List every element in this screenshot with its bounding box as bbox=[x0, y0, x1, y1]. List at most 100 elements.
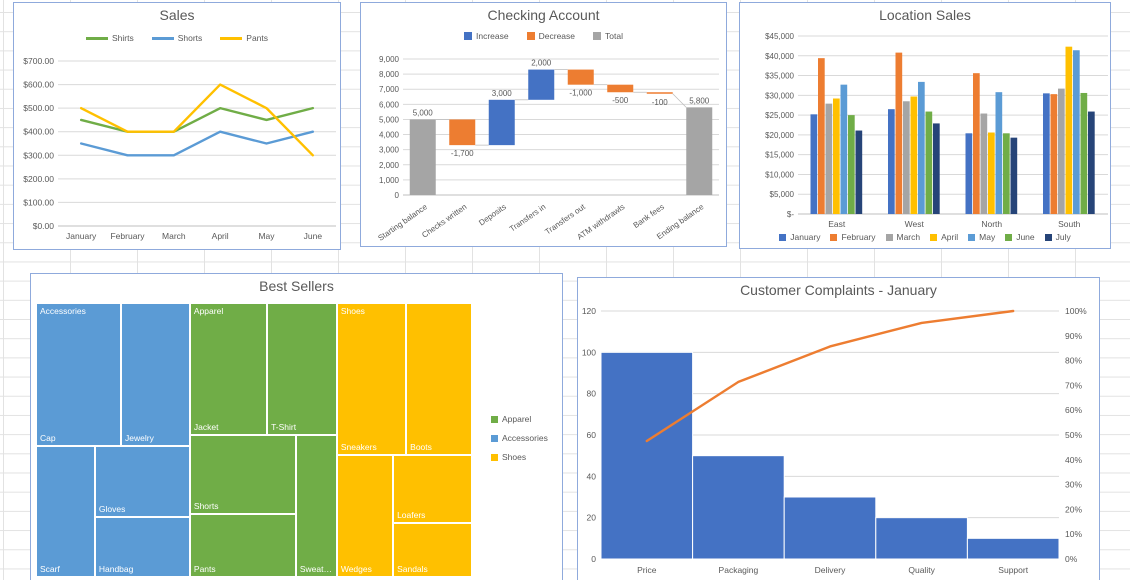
sales-chart[interactable]: Sales Shirts Shorts Pants $700.00 $600.00 $5… bbox=[13, 2, 341, 250]
svg-text:5,800: 5,800 bbox=[689, 96, 710, 105]
cumulative-line bbox=[645, 309, 1015, 443]
svg-text:$20,000: $20,000 bbox=[765, 131, 794, 140]
bar-quality bbox=[875, 517, 968, 560]
checking-account-chart[interactable]: Checking Account Increase Decrease Total 9… bbox=[360, 2, 727, 247]
svg-text:8,000: 8,000 bbox=[379, 70, 400, 79]
svg-text:Starting balance: Starting balance bbox=[376, 202, 429, 243]
bar-west-july bbox=[933, 123, 940, 214]
treemap-item-label: Sandals bbox=[397, 563, 428, 574]
treemap-item-label: Sneakers bbox=[340, 442, 377, 453]
bar-west-may bbox=[918, 81, 925, 214]
bar-east-may bbox=[840, 84, 848, 214]
svg-text:January: January bbox=[66, 231, 97, 241]
treemap-tile-sneakers[interactable]: Shoes Sneakers bbox=[336, 303, 407, 456]
bar-south-march bbox=[1058, 88, 1065, 214]
treemap-tile-handbag[interactable]: Handbag bbox=[94, 516, 190, 577]
svg-text:120: 120 bbox=[582, 306, 596, 316]
svg-text:March: March bbox=[162, 231, 186, 241]
bar-packaging bbox=[692, 455, 785, 560]
svg-text:80%: 80% bbox=[1065, 356, 1082, 366]
bar-north-april bbox=[988, 132, 995, 214]
legend-swatch bbox=[491, 434, 498, 442]
checking-chart-title: Checking Account bbox=[487, 7, 600, 23]
svg-text:20%: 20% bbox=[1065, 504, 1082, 514]
svg-text:2,000: 2,000 bbox=[531, 59, 552, 68]
treemap-item-label: Scarf bbox=[40, 563, 60, 574]
svg-text:-500: -500 bbox=[612, 96, 629, 105]
treemap-tile-sandals[interactable]: Sandals bbox=[393, 523, 472, 577]
svg-text:Transfers in: Transfers in bbox=[508, 202, 548, 233]
legend-swatch bbox=[779, 233, 787, 241]
legend-item-apparel: Apparel bbox=[491, 414, 548, 424]
checking-plot: 9,000 8,000 7,000 6,000 5,000 4,000 3,000 2,000… bbox=[376, 55, 719, 243]
bar-south-may bbox=[1073, 50, 1080, 214]
legend-item-decrease: Decrease bbox=[526, 31, 575, 41]
treemap-tile-jacket[interactable]: Apparel Jacket bbox=[189, 303, 268, 436]
svg-text:40: 40 bbox=[587, 471, 597, 481]
treemap-item-label: Boots bbox=[410, 442, 432, 453]
sales-chart-title: Sales bbox=[159, 7, 195, 23]
legend-item-shirts: Shirts bbox=[85, 33, 134, 43]
svg-text:4,000: 4,000 bbox=[379, 131, 400, 140]
treemap-tile-jewelry[interactable]: Jewelry bbox=[121, 303, 190, 447]
svg-text:$300.00: $300.00 bbox=[23, 150, 54, 160]
waterfall-bar-4 bbox=[567, 69, 594, 85]
legend-swatch bbox=[593, 32, 602, 40]
treemap-tile-shorts[interactable]: Shorts bbox=[189, 435, 296, 514]
best-sellers-title: Best Sellers bbox=[259, 278, 334, 294]
complaints-chart-title: Customer Complaints - January bbox=[740, 282, 937, 298]
svg-text:$100.00: $100.00 bbox=[23, 197, 54, 207]
bar-west-april bbox=[910, 96, 918, 214]
svg-text:3,000: 3,000 bbox=[379, 146, 400, 155]
svg-text:$600.00: $600.00 bbox=[23, 80, 54, 90]
treemap-tile-tshirt[interactable]: T-Shirt bbox=[267, 303, 337, 436]
bar-west-march bbox=[903, 101, 910, 214]
treemap-tile-pants[interactable]: Pants bbox=[189, 513, 296, 577]
legend-item-february: February bbox=[830, 232, 876, 242]
svg-text:60: 60 bbox=[587, 430, 597, 440]
treemap-tile-cap[interactable]: Accessories Cap bbox=[36, 303, 122, 447]
bar-north-july bbox=[1010, 137, 1018, 214]
complaints-plot: 120 100 80 60 40 20 0 100% 90% 80% 70% 60% 50% 40% 30%… bbox=[582, 306, 1087, 575]
bar-support bbox=[966, 537, 1060, 560]
svg-text:0%: 0% bbox=[1065, 554, 1078, 564]
bar-west-january bbox=[888, 109, 895, 214]
legend-item-increase: Increase bbox=[464, 31, 509, 41]
treemap-tile-sweat[interactable]: Sweat… bbox=[295, 435, 337, 577]
svg-text:$700.00: $700.00 bbox=[23, 56, 54, 66]
legend-swatch bbox=[220, 36, 243, 40]
sales-plot: $700.00 $600.00 $500.00 $400.00 $300.00 $200.… bbox=[23, 56, 336, 241]
bar-west-february bbox=[895, 52, 903, 214]
legend-item-accessories: Accessories bbox=[491, 433, 548, 443]
location-sales-chart[interactable]: Location Sales $45,000 $40,000 $35,000 $30,… bbox=[739, 2, 1111, 249]
svg-text:$40,000: $40,000 bbox=[765, 52, 794, 61]
svg-text:$400.00: $400.00 bbox=[23, 127, 54, 137]
bar-east-june bbox=[848, 115, 855, 214]
treemap-tile-wedges[interactable]: Wedges bbox=[336, 455, 394, 577]
treemap-tile-loafers[interactable]: Loafers bbox=[393, 455, 472, 523]
svg-text:May: May bbox=[258, 231, 275, 241]
bar-south-january bbox=[1043, 93, 1050, 214]
svg-text:$0.00: $0.00 bbox=[33, 221, 55, 231]
treemap-tile-boots[interactable]: Boots bbox=[406, 303, 472, 456]
treemap-item-label: Handbag bbox=[98, 563, 134, 574]
svg-text:$25,000: $25,000 bbox=[765, 111, 794, 120]
treemap-tile-scarf[interactable]: Scarf bbox=[36, 446, 95, 577]
waterfall-bar-0 bbox=[409, 119, 436, 195]
svg-text:9,000: 9,000 bbox=[379, 55, 400, 64]
treemap-item-label: Jewelry bbox=[125, 433, 154, 444]
svg-text:-100: -100 bbox=[652, 98, 669, 107]
best-sellers-chart[interactable]: Best Sellers Accessories Cap Jewelry Scarf G… bbox=[30, 273, 563, 580]
legend-swatch bbox=[1044, 233, 1052, 241]
legend-item-pants: Pants bbox=[220, 33, 268, 43]
svg-text:80: 80 bbox=[587, 389, 597, 399]
sales-legend: Shirts Shorts Pants bbox=[14, 33, 340, 43]
bar-east-march bbox=[825, 103, 833, 214]
bar-south-july bbox=[1088, 111, 1095, 214]
treemap-tile-gloves[interactable]: Gloves bbox=[94, 446, 190, 517]
legend-item-june: June bbox=[1005, 232, 1035, 242]
svg-text:30%: 30% bbox=[1065, 480, 1082, 490]
waterfall-bar-7 bbox=[686, 107, 713, 195]
customer-complaints-chart[interactable]: Customer Complaints - January 120 100 80 60… bbox=[577, 277, 1100, 580]
